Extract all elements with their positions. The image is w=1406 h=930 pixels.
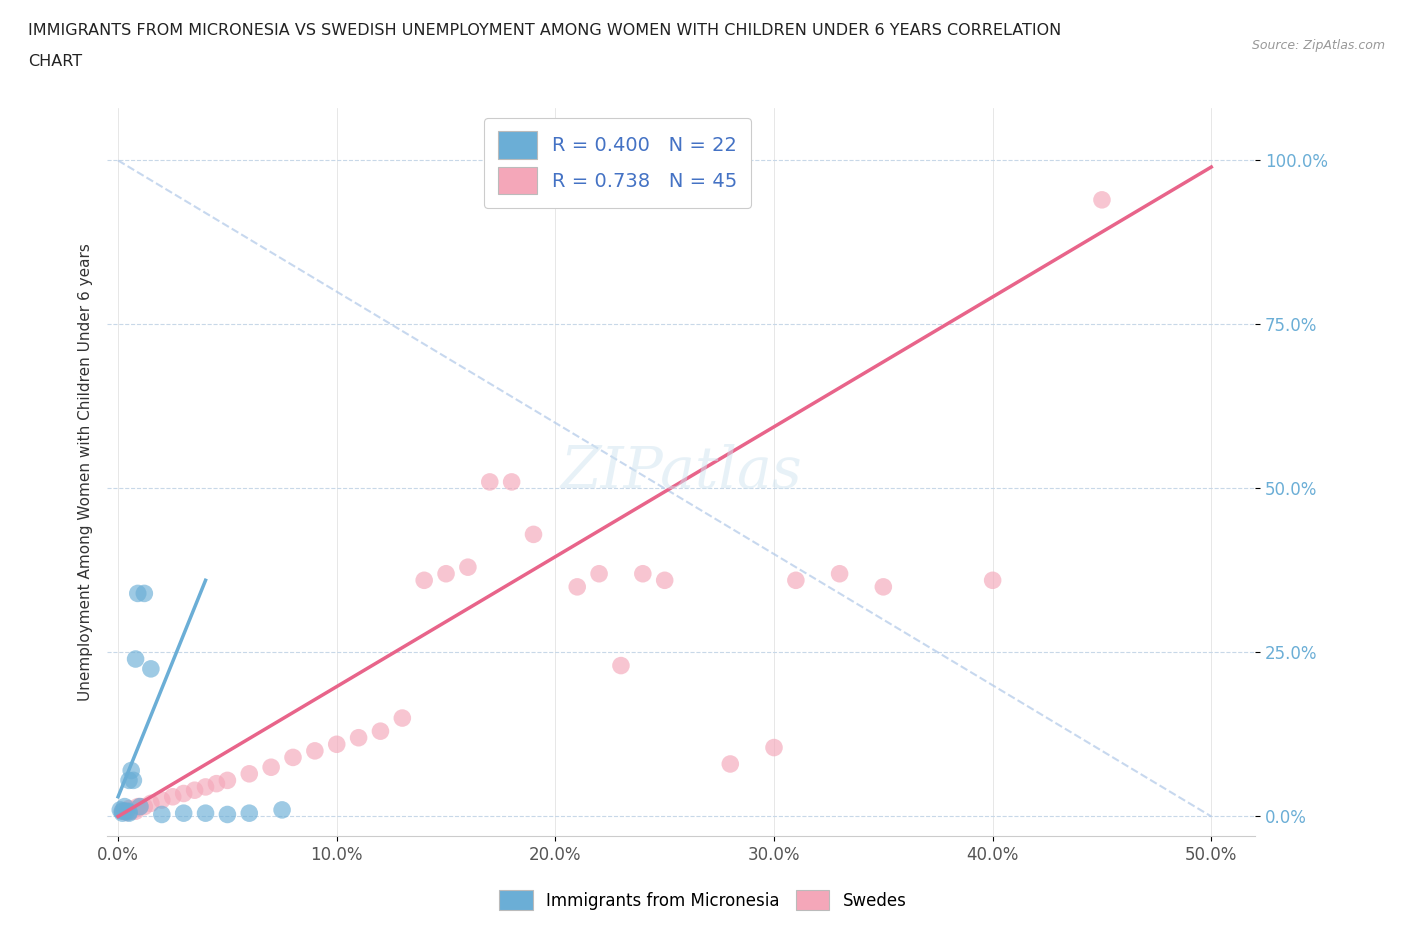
Point	[115, 804, 138, 818]
Point	[981, 573, 1004, 588]
Point	[872, 579, 894, 594]
Point	[828, 566, 851, 581]
Point	[194, 805, 217, 820]
Point	[114, 799, 136, 814]
Point	[631, 566, 654, 581]
Point	[785, 573, 807, 588]
Text: CHART: CHART	[28, 54, 82, 69]
Point	[111, 804, 134, 818]
Point	[763, 740, 786, 755]
Point	[122, 773, 145, 788]
Point	[217, 773, 239, 788]
Point	[111, 805, 134, 820]
Point	[391, 711, 413, 725]
Point	[118, 804, 141, 819]
Text: Source: ZipAtlas.com: Source: ZipAtlas.com	[1251, 39, 1385, 52]
Point	[370, 724, 392, 738]
Point	[478, 474, 501, 489]
Point	[118, 801, 141, 816]
Point	[122, 803, 145, 817]
Point	[120, 804, 142, 818]
Text: IMMIGRANTS FROM MICRONESIA VS SWEDISH UNEMPLOYMENT AMONG WOMEN WITH CHILDREN UND: IMMIGRANTS FROM MICRONESIA VS SWEDISH UN…	[28, 23, 1062, 38]
Point	[238, 805, 260, 820]
Point	[118, 805, 141, 820]
Point	[134, 586, 156, 601]
Point	[457, 560, 479, 575]
Point	[162, 790, 184, 804]
Point	[139, 796, 162, 811]
Point	[118, 773, 141, 788]
Legend: Immigrants from Micronesia, Swedes: Immigrants from Micronesia, Swedes	[492, 884, 914, 917]
Point	[129, 799, 152, 814]
Point	[114, 804, 136, 818]
Point	[194, 779, 217, 794]
Point	[120, 764, 142, 778]
Point	[118, 804, 141, 818]
Point	[238, 766, 260, 781]
Point	[347, 730, 370, 745]
Point	[413, 573, 436, 588]
Point	[173, 786, 195, 801]
Legend: R = 0.400   N = 22, R = 0.738   N = 45: R = 0.400 N = 22, R = 0.738 N = 45	[484, 118, 751, 207]
Point	[124, 804, 146, 818]
Point	[325, 737, 347, 751]
Point	[610, 658, 633, 673]
Point	[150, 807, 173, 822]
Point	[139, 661, 162, 676]
Point	[150, 792, 173, 807]
Point	[304, 743, 326, 758]
Point	[124, 652, 146, 667]
Point	[129, 799, 152, 814]
Point	[183, 783, 205, 798]
Point	[522, 527, 544, 542]
Point	[115, 805, 138, 820]
Point	[567, 579, 589, 594]
Point	[718, 756, 741, 771]
Point	[127, 586, 149, 601]
Text: ZIPatlas: ZIPatlas	[560, 444, 801, 500]
Point	[111, 804, 134, 818]
Point	[271, 803, 294, 817]
Point	[1091, 193, 1114, 207]
Point	[501, 474, 523, 489]
Y-axis label: Unemployment Among Women with Children Under 6 years: Unemployment Among Women with Children U…	[79, 243, 93, 701]
Point	[110, 803, 132, 817]
Point	[114, 804, 136, 818]
Point	[434, 566, 457, 581]
Point	[281, 750, 304, 764]
Point	[260, 760, 283, 775]
Point	[588, 566, 610, 581]
Point	[173, 805, 195, 820]
Point	[134, 799, 156, 814]
Point	[127, 799, 149, 814]
Point	[205, 777, 228, 791]
Point	[654, 573, 676, 588]
Point	[217, 807, 239, 822]
